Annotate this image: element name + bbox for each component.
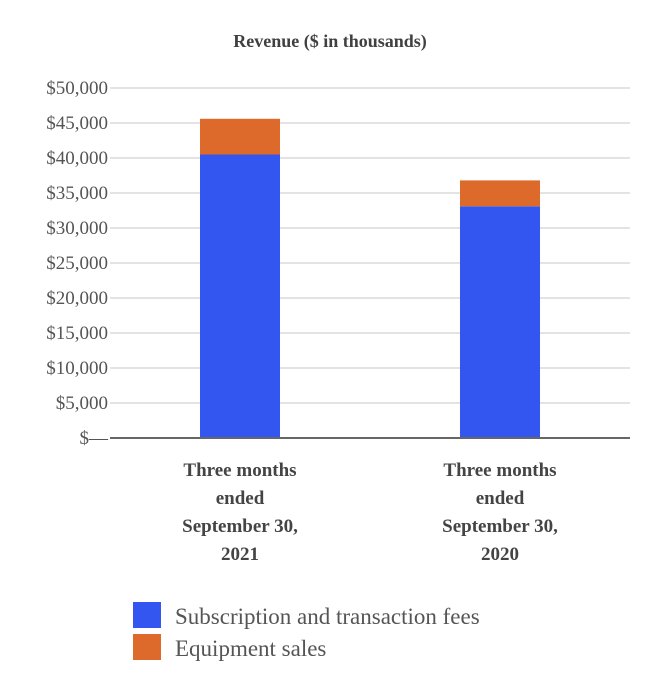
bar-segment-equipment	[460, 180, 540, 207]
x-axis-categories: Three months ended September 30, 2021 Three …	[182, 460, 558, 565]
y-tick-label: $5,000	[56, 393, 108, 414]
bar-segment-subscription	[200, 154, 280, 438]
x-category-label: Three months	[183, 460, 296, 481]
y-tick-label: $45,000	[46, 113, 108, 134]
x-category-label: Three months	[443, 460, 556, 481]
y-tick-label: $15,000	[46, 323, 108, 344]
y-tick-label: $50,000	[46, 78, 108, 99]
y-tick-label: $10,000	[46, 358, 108, 379]
bar-segment-subscription	[460, 206, 540, 438]
gridlines	[110, 87, 630, 404]
y-tick-label: $25,000	[46, 253, 108, 274]
legend-swatch	[133, 602, 161, 628]
x-category-label: 2021	[221, 544, 259, 565]
y-tick-label: $40,000	[46, 148, 108, 169]
legend-label: Subscription and transaction fees	[175, 604, 480, 629]
y-tick-label: $20,000	[46, 288, 108, 309]
y-tick-label: $—	[80, 428, 110, 449]
y-axis-ticks: $— $5,000 $10,000 $15,000 $20,000 $25,000 $30,…	[46, 78, 109, 449]
x-category-label: 2020	[481, 544, 519, 565]
bar-segment-equipment	[200, 118, 280, 155]
legend-label: Equipment sales	[175, 636, 326, 661]
x-category-label: ended	[476, 488, 525, 509]
x-category-label: September 30,	[442, 516, 558, 537]
chart-title: Revenue ($ in thousands)	[233, 31, 427, 52]
legend-swatch	[133, 634, 161, 660]
y-tick-label: $35,000	[46, 183, 108, 204]
bars	[200, 118, 540, 438]
x-category-label: September 30,	[182, 516, 298, 537]
y-tick-label: $30,000	[46, 218, 108, 239]
x-category-label: ended	[216, 488, 265, 509]
legend: Subscription and transaction fees Equipme…	[133, 602, 480, 661]
